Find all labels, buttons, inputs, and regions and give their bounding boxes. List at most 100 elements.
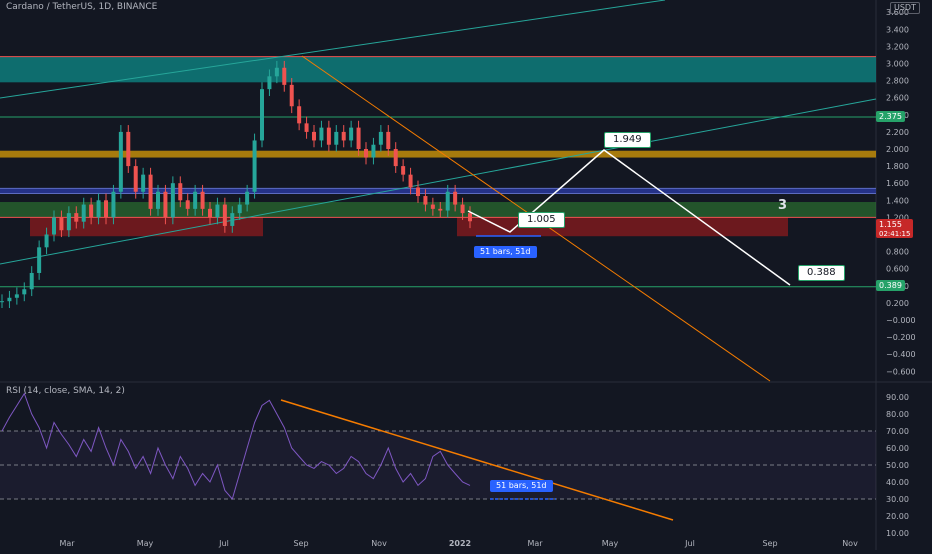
time-tick-label: 2022 — [449, 539, 471, 548]
rsi-downtrend-line[interactable] — [280, 399, 674, 521]
candle-body[interactable] — [237, 204, 242, 214]
candle-body[interactable] — [297, 106, 302, 124]
candle-body[interactable] — [341, 131, 346, 141]
price-tick-label: −0.000 — [886, 316, 916, 325]
candle-body[interactable] — [22, 289, 27, 295]
candle-body[interactable] — [118, 131, 123, 192]
candle-body[interactable] — [468, 213, 472, 222]
candle-body[interactable] — [96, 200, 101, 218]
zone-green-support[interactable] — [0, 202, 876, 218]
candle-body[interactable] — [401, 166, 406, 175]
zone-gold-zone[interactable] — [0, 150, 876, 158]
candle-body[interactable] — [133, 166, 138, 192]
candle-body[interactable] — [386, 131, 391, 149]
rsi-tick-label: 70.00 — [886, 427, 909, 436]
target-callout-high[interactable]: 1.949 — [604, 132, 651, 148]
candle-body[interactable] — [185, 200, 190, 209]
rsi-tick-label: 50.00 — [886, 461, 909, 470]
candle-body[interactable] — [37, 247, 42, 273]
price-tick-label: 1.800 — [886, 162, 909, 171]
candle-body[interactable] — [326, 127, 331, 145]
candle-body[interactable] — [222, 204, 227, 226]
candle-body[interactable] — [356, 127, 361, 149]
candle-body[interactable] — [200, 191, 205, 209]
candle-body[interactable] — [14, 294, 19, 298]
candle-body[interactable] — [81, 204, 86, 222]
candle-body[interactable] — [445, 191, 450, 211]
level-tag-0389: 0.389 — [876, 280, 905, 291]
candle-body[interactable] — [74, 213, 79, 222]
candle-body[interactable] — [267, 76, 272, 90]
candle-body[interactable] — [423, 196, 428, 205]
price-tick-label: 0.200 — [886, 299, 909, 308]
candle-body[interactable] — [252, 140, 257, 192]
candle-body[interactable] — [66, 213, 71, 231]
candle-body[interactable] — [460, 204, 465, 214]
quote-unit-badge[interactable]: USDT — [890, 2, 920, 14]
candle-body[interactable] — [430, 204, 435, 209]
candle-body[interactable] — [215, 204, 220, 218]
candle-body[interactable] — [0, 301, 4, 303]
candle-body[interactable] — [319, 127, 324, 141]
candle-body[interactable] — [274, 67, 279, 77]
candle-body[interactable] — [178, 183, 183, 201]
candle-body[interactable] — [126, 131, 131, 167]
candle-body[interactable] — [52, 217, 56, 235]
price-tick-label: 2.600 — [886, 94, 909, 103]
candle-body[interactable] — [438, 208, 443, 211]
candle-body[interactable] — [111, 191, 116, 218]
candle-body[interactable] — [7, 297, 12, 302]
candle-body[interactable] — [260, 89, 264, 141]
candle-body[interactable] — [59, 217, 64, 231]
price-tick-label: −0.200 — [886, 333, 916, 342]
candle-body[interactable] — [245, 191, 250, 205]
zone-teal-resistance[interactable] — [0, 56, 876, 83]
candle-body[interactable] — [208, 208, 212, 218]
candle-body[interactable] — [349, 127, 354, 141]
date-range-badge[interactable]: 51 bars, 51d — [474, 246, 537, 258]
candle-body[interactable] — [304, 123, 309, 132]
target-callout-low[interactable]: 0.388 — [798, 265, 845, 281]
candle-body[interactable] — [170, 183, 175, 218]
wave-count-label[interactable]: 3 — [778, 198, 788, 213]
price-tick-label: 2.800 — [886, 77, 909, 86]
zone-red-demand-left[interactable] — [30, 217, 263, 237]
channel-upper-line[interactable] — [0, 0, 666, 99]
candle-body[interactable] — [44, 234, 49, 248]
target-callout-mid[interactable]: 1.005 — [518, 212, 565, 228]
candle-body[interactable] — [148, 174, 153, 209]
time-tick-label: Sep — [762, 539, 777, 548]
candle-body[interactable] — [378, 131, 383, 145]
candle-body[interactable] — [393, 149, 398, 167]
rsi-line[interactable] — [1, 392, 471, 501]
time-tick-label: Jul — [684, 539, 695, 548]
channel-lower-line[interactable] — [0, 98, 877, 265]
candle-body[interactable] — [289, 84, 294, 107]
time-tick-label: Sep — [293, 539, 308, 548]
candle-body[interactable] — [364, 149, 368, 158]
zone-blue-band[interactable] — [0, 188, 876, 194]
time-tick-label: May — [602, 539, 619, 548]
candle-body[interactable] — [193, 191, 198, 209]
candle-body[interactable] — [408, 174, 413, 188]
candle-body[interactable] — [230, 213, 235, 226]
candle-body[interactable] — [453, 191, 458, 205]
candle-body[interactable] — [334, 131, 339, 145]
rsi-tick-label: 40.00 — [886, 478, 909, 487]
candle-body[interactable] — [312, 131, 316, 141]
candle-body[interactable] — [141, 174, 146, 192]
candle-body[interactable] — [371, 144, 376, 158]
candle-body[interactable] — [416, 187, 420, 197]
candle-body[interactable] — [104, 200, 108, 218]
rsi-range-badge[interactable]: 51 bars, 51d — [490, 480, 553, 492]
projection-path[interactable] — [467, 149, 791, 286]
candle-body[interactable] — [89, 204, 94, 218]
candle-body[interactable] — [282, 67, 287, 85]
zone-red-demand-right[interactable] — [457, 217, 788, 237]
candle-body[interactable] — [163, 191, 168, 218]
candle-body[interactable] — [29, 272, 34, 290]
rsi-tick-label: 90.00 — [886, 393, 909, 402]
candle-body[interactable] — [156, 191, 160, 209]
